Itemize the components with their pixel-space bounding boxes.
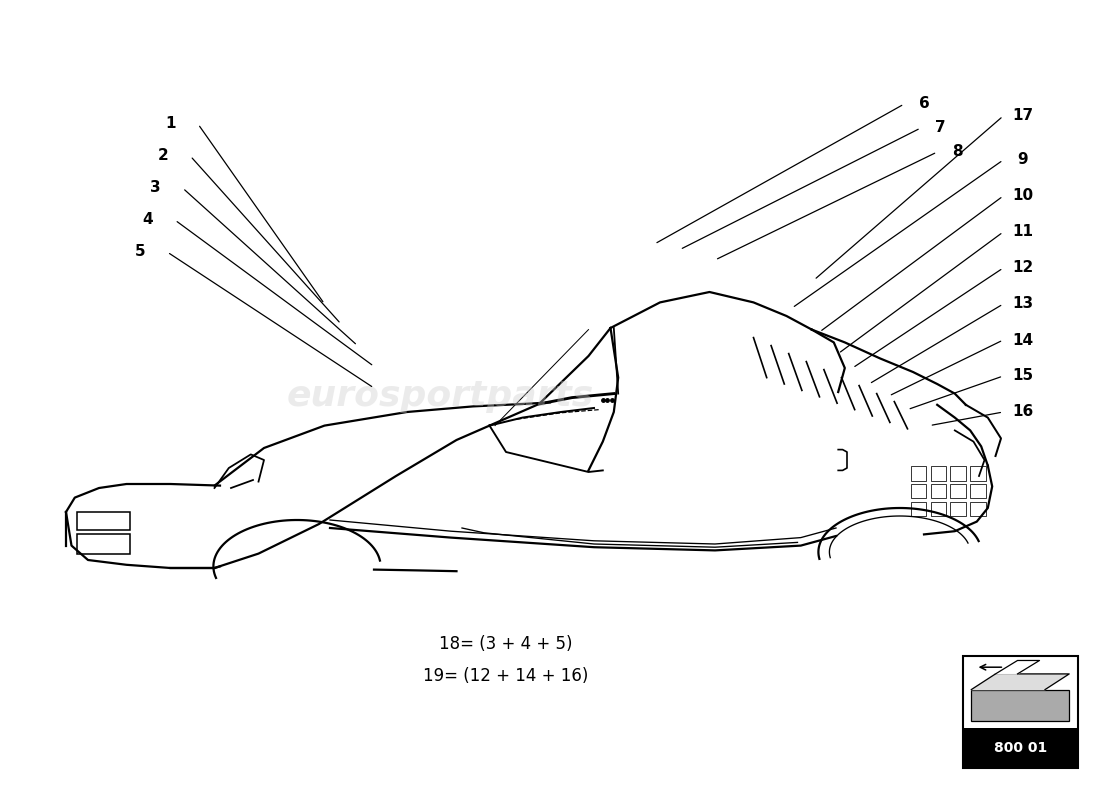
Text: eurosportparts: eurosportparts (286, 379, 594, 413)
Text: 16: 16 (1012, 405, 1034, 419)
Text: 8: 8 (952, 145, 962, 159)
Text: 17: 17 (1012, 109, 1034, 123)
Bar (962, 728, 1078, 768)
Text: 1: 1 (165, 117, 176, 131)
Text: 7: 7 (935, 121, 946, 135)
Bar (970, 502, 986, 516)
Bar (911, 484, 926, 498)
Bar (931, 484, 946, 498)
Text: 2: 2 (157, 149, 168, 163)
Text: 10: 10 (1012, 189, 1034, 203)
Text: 6: 6 (918, 97, 930, 111)
Polygon shape (971, 674, 1069, 690)
Bar (931, 502, 946, 516)
Bar (950, 484, 966, 498)
Text: 14: 14 (1012, 333, 1034, 347)
Text: 9: 9 (1018, 153, 1028, 167)
Text: 12: 12 (1012, 261, 1034, 275)
Text: 18= (3 + 4 + 5): 18= (3 + 4 + 5) (439, 635, 573, 653)
Bar (950, 466, 966, 481)
Text: 11: 11 (1012, 225, 1034, 239)
Bar (911, 502, 926, 516)
Bar (962, 656, 1078, 768)
Text: 5: 5 (134, 245, 145, 259)
Text: 15: 15 (1012, 369, 1034, 383)
Polygon shape (996, 661, 1040, 674)
Text: 13: 13 (1012, 297, 1034, 311)
Bar (970, 484, 986, 498)
Text: 19= (12 + 14 + 16): 19= (12 + 14 + 16) (424, 667, 588, 685)
Bar (931, 466, 946, 481)
Bar (77, 512, 130, 530)
Bar (971, 690, 1069, 721)
Text: 3: 3 (150, 181, 161, 195)
Bar (970, 466, 986, 481)
Text: 800 01: 800 01 (993, 741, 1047, 755)
Bar (950, 502, 966, 516)
Bar (77, 534, 130, 554)
Bar (911, 466, 926, 481)
Text: 4: 4 (142, 213, 153, 227)
